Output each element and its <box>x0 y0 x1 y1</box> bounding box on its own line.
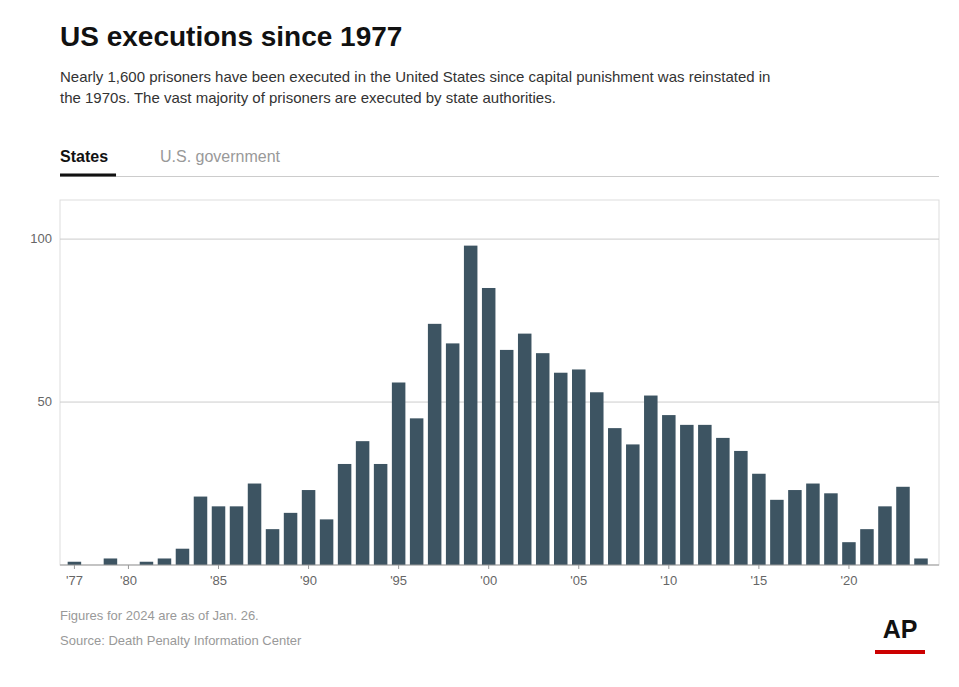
tab-active: States <box>60 148 108 165</box>
bars <box>68 246 928 565</box>
bar <box>662 415 676 565</box>
bar <box>680 425 694 565</box>
bar <box>752 474 766 565</box>
bar <box>158 558 172 565</box>
x-tick <box>848 565 849 569</box>
bar <box>878 506 892 565</box>
footnote: Figures for 2024 are as of Jan. 26. <box>60 608 259 623</box>
x-tick <box>668 565 669 569</box>
bar <box>500 350 514 565</box>
bar <box>554 373 568 565</box>
bar <box>644 396 658 565</box>
bar <box>806 484 820 565</box>
y-tick-label: 50 <box>38 394 52 409</box>
bar <box>788 490 802 565</box>
bar <box>842 542 856 565</box>
bar <box>104 558 118 565</box>
x-tick <box>578 565 579 569</box>
subtitle-line: Nearly 1,600 prisoners have been execute… <box>60 68 770 85</box>
bar <box>176 549 190 565</box>
bar <box>428 324 442 565</box>
x-tick-label: '80 <box>120 573 137 588</box>
y-tick-label: 100 <box>30 231 52 246</box>
bar <box>338 464 352 565</box>
logo-bar <box>875 650 925 654</box>
bar <box>590 392 604 565</box>
x-tick-label: '10 <box>660 573 677 588</box>
bar <box>914 558 928 565</box>
bar <box>482 288 496 565</box>
subtitle-line: the 1970s. The vast majority of prisoner… <box>60 89 556 106</box>
x-tick <box>758 565 759 569</box>
bar <box>734 451 748 565</box>
x-tick-label: '77 <box>66 573 83 588</box>
subtitle: Nearly 1,600 prisoners have been execute… <box>60 68 770 106</box>
x-tick <box>488 565 489 569</box>
bar <box>410 418 424 565</box>
plot-frame <box>60 200 939 565</box>
bar <box>572 369 586 565</box>
grid-line <box>60 239 939 240</box>
bar <box>356 441 370 565</box>
bar <box>320 519 334 565</box>
bar <box>608 428 622 565</box>
bar <box>374 464 388 565</box>
x-tick <box>308 565 309 569</box>
bar <box>716 438 730 565</box>
chart-svg: US executions since 1977 Nearly 1,600 pri… <box>0 0 959 687</box>
bar <box>194 497 208 565</box>
bar <box>536 353 550 565</box>
bar <box>230 506 244 565</box>
x-tick-label: '05 <box>570 573 587 588</box>
logo: AP <box>883 615 918 643</box>
x-tick-label: '20 <box>840 573 857 588</box>
bar <box>284 513 298 565</box>
x-axis-line <box>60 565 939 566</box>
bar <box>248 484 262 565</box>
bar <box>698 425 712 565</box>
x-tick-label: '90 <box>300 573 317 588</box>
bar <box>770 500 784 565</box>
tab-separator <box>60 176 939 177</box>
x-tick <box>128 565 129 569</box>
x-tick-label: '00 <box>480 573 497 588</box>
bar <box>266 529 280 565</box>
bar <box>824 493 838 565</box>
chart-container: US executions since 1977 Nearly 1,600 pri… <box>0 0 959 687</box>
tab-inactive: U.S. government <box>160 148 281 165</box>
bar <box>302 490 316 565</box>
x-tick <box>398 565 399 569</box>
x-tick-label: '15 <box>750 573 767 588</box>
bar <box>464 246 478 565</box>
x-tick <box>218 565 219 569</box>
bar <box>896 487 910 565</box>
bar <box>518 334 532 565</box>
bar <box>212 506 226 565</box>
bar <box>860 529 874 565</box>
tab-underline <box>60 174 116 177</box>
bar <box>626 444 640 565</box>
source: Source: Death Penalty Information Center <box>60 633 302 648</box>
title: US executions since 1977 <box>60 21 402 52</box>
x-tick <box>74 565 75 569</box>
bar <box>446 343 460 565</box>
x-tick-label: '95 <box>390 573 407 588</box>
bar <box>392 383 406 566</box>
x-tick-label: '85 <box>210 573 227 588</box>
grid-line <box>60 402 939 403</box>
